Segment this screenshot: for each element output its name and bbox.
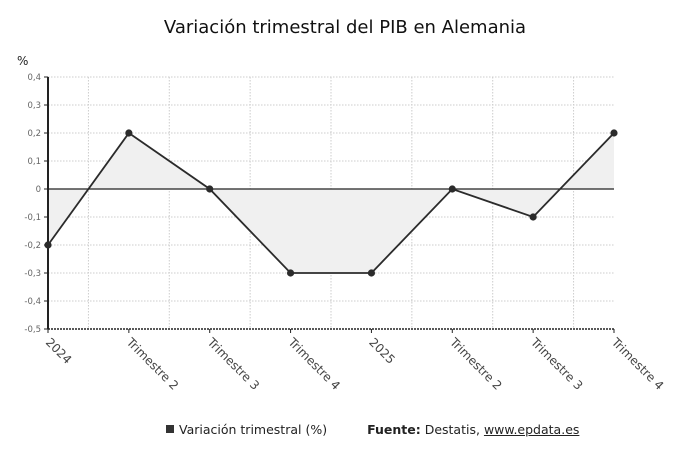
x-tick-label: Trimestre 4 bbox=[608, 335, 666, 393]
legend: Variación trimestral (%) Fuente: Destati… bbox=[166, 422, 579, 437]
data-point bbox=[44, 241, 52, 249]
y-tick-label: 0,2 bbox=[27, 129, 41, 139]
data-point bbox=[610, 129, 618, 137]
chart-title: Variación trimestral del PIB en Alemania bbox=[163, 17, 527, 38]
y-tick-label: 0,1 bbox=[27, 157, 41, 167]
x-tick-label: Trimestre 3 bbox=[527, 335, 585, 393]
source-note: Fuente: Destatis, www.epdata.es bbox=[367, 422, 579, 437]
x-tick-label: Trimestre 4 bbox=[285, 335, 343, 393]
y-tick-label: 0,4 bbox=[27, 73, 41, 83]
y-tick-label: -0,1 bbox=[24, 213, 41, 223]
source-text: Destatis, bbox=[424, 422, 480, 437]
y-tick-label: 0 bbox=[36, 185, 41, 195]
y-tick-label: -0,2 bbox=[24, 241, 41, 251]
area-fill bbox=[48, 133, 614, 273]
x-tick-label: 2025 bbox=[366, 335, 397, 366]
y-tick-label: -0,3 bbox=[24, 269, 41, 279]
legend-square-icon bbox=[166, 425, 174, 433]
source-link[interactable]: www.epdata.es bbox=[483, 422, 580, 437]
data-point bbox=[286, 269, 295, 277]
data-line bbox=[47, 131, 615, 274]
y-tick-label: -0,5 bbox=[24, 325, 41, 335]
y-tick-label: -0,4 bbox=[24, 297, 41, 307]
y-tick-label: 0,3 bbox=[27, 101, 41, 111]
data-point bbox=[367, 269, 376, 277]
legend-series-label: Variación trimestral (%) bbox=[179, 422, 328, 437]
x-tick-label: Trimestre 2 bbox=[446, 335, 504, 393]
y-axis-unit: % bbox=[17, 54, 29, 68]
data-point bbox=[206, 185, 214, 193]
data-point bbox=[448, 185, 456, 193]
x-tick-label: 2024 bbox=[43, 335, 74, 366]
source-label: Fuente: bbox=[367, 422, 421, 437]
x-tick-label: Trimestre 2 bbox=[123, 335, 181, 393]
data-point bbox=[125, 129, 133, 137]
data-point bbox=[529, 213, 537, 221]
x-tick-label: Trimestre 3 bbox=[204, 335, 262, 393]
